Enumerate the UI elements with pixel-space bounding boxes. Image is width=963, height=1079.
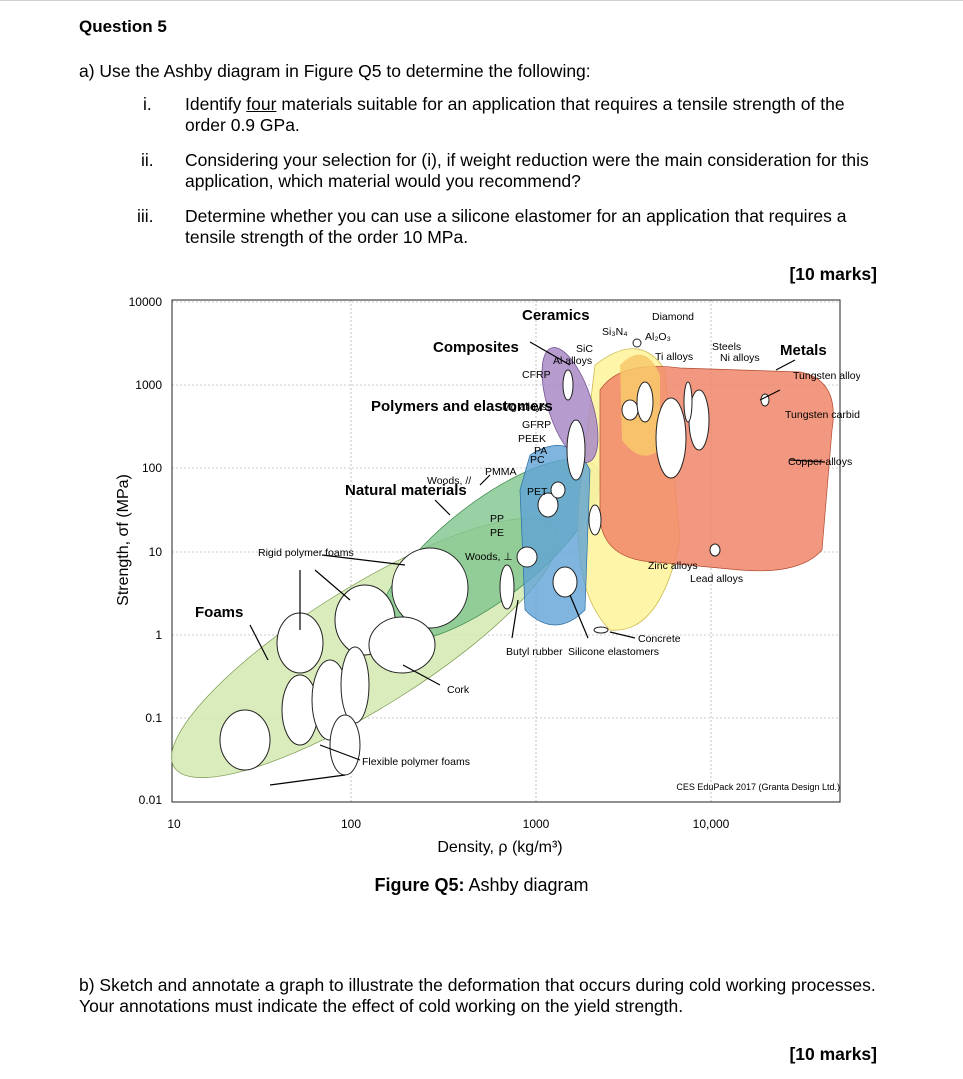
x-tick: 10,000 — [693, 817, 730, 831]
y-tick: 0.1 — [145, 711, 162, 725]
material-label: Al alloys — [553, 355, 592, 367]
material-label: PE — [490, 527, 504, 539]
material-label: Woods, // — [427, 475, 471, 487]
family-label: Composites — [433, 339, 519, 356]
material-label: Steels — [712, 341, 741, 353]
chart-credit: CES EduPack 2017 (Granta Design Ltd.) — [676, 782, 840, 792]
material-label: Tungsten carbide — [785, 409, 860, 421]
material-label: Ni alloys — [720, 352, 760, 364]
item-ii-text: Considering your selection for (i), if w… — [185, 150, 869, 191]
x-tick: 1000 — [523, 817, 550, 831]
ashby-diagram: 10000 1000 100 10 1 0.1 0.01 10 100 1000… — [115, 295, 860, 856]
material-label: SiC — [576, 343, 593, 355]
item-iii-text: Determine whether you can use a silicone… — [185, 206, 847, 247]
item-i-underlined: four — [246, 94, 277, 114]
item-i-number: i. — [143, 94, 152, 114]
material-label: PMMA — [485, 466, 517, 478]
material-label: Diamond — [652, 311, 694, 323]
item-ii-number: ii. — [141, 150, 154, 170]
material-label: Concrete — [638, 633, 681, 645]
leader-lines — [249, 341, 826, 786]
family-label: Metals — [780, 342, 827, 359]
material-label: Cork — [447, 684, 470, 696]
y-tick: 1 — [155, 628, 162, 642]
item-i-text: Identify four materials suitable for an … — [185, 94, 845, 135]
y-tick-labels: 10000 1000 100 10 1 0.1 0.01 — [129, 295, 163, 807]
y-tick: 10 — [149, 545, 163, 559]
part-b-text: b) Sketch and annotate a graph to illust… — [79, 975, 876, 1016]
material-labels: Si₃N₄ Diamond Al₂O₃ SiC Al alloys Ti all… — [258, 311, 860, 768]
part-a-marks: [10 marks] — [789, 264, 877, 284]
part-b-marks: [10 marks] — [789, 1044, 877, 1064]
top-rule — [0, 0, 963, 1]
material-label: Zinc alloys — [648, 560, 698, 572]
material-label: CFRP — [522, 369, 551, 381]
x-tick: 10 — [167, 817, 181, 831]
material-label: Si₃N₄ — [602, 326, 627, 338]
part-a-intro: a) Use the Ashby diagram in Figure Q5 to… — [79, 61, 591, 81]
material-label: GFRP — [522, 419, 551, 431]
y-tick: 0.01 — [139, 793, 163, 807]
material-label: PEEK — [518, 433, 546, 445]
material-label: Ti alloys — [655, 351, 693, 363]
material-label: PET — [527, 486, 548, 498]
material-label: PC — [530, 454, 545, 466]
y-tick: 10000 — [129, 295, 163, 309]
family-labels: Ceramics Composites Polymers and elastom… — [195, 307, 827, 621]
y-tick: 100 — [142, 461, 162, 475]
material-label: PA — [534, 445, 547, 457]
material-label: Mg alloys — [502, 401, 546, 413]
material-label: Silicone elastomers — [568, 646, 659, 658]
material-label: Flexible polymer foams — [362, 756, 470, 768]
family-label: Foams — [195, 604, 243, 621]
plot-frame — [171, 299, 841, 803]
material-label: Butyl rubber — [506, 646, 563, 658]
x-axis-label: Density, ρ (kg/m³) — [437, 839, 562, 856]
material-label: Lead alloys — [690, 573, 743, 585]
family-label: Polymers and elastomers — [371, 398, 553, 415]
family-label: Natural materials — [345, 482, 467, 499]
x-tick-labels: 10 100 1000 10,000 — [167, 817, 729, 831]
x-tick: 100 — [341, 817, 361, 831]
question-title: Question 5 — [79, 17, 167, 36]
family-label: Ceramics — [522, 307, 590, 324]
item-iii-number: iii. — [137, 206, 154, 226]
figure-caption: Figure Q5: Ashby diagram — [374, 875, 589, 895]
material-label: Woods, ⊥ — [465, 551, 512, 563]
material-bubbles — [219, 338, 770, 776]
material-label: Tungsten alloys — [793, 370, 860, 382]
material-label: Al₂O₃ — [645, 331, 671, 343]
y-axis-label: Strength, σf (MPa) — [115, 474, 132, 606]
material-label: PP — [490, 513, 504, 525]
y-tick: 1000 — [135, 378, 162, 392]
